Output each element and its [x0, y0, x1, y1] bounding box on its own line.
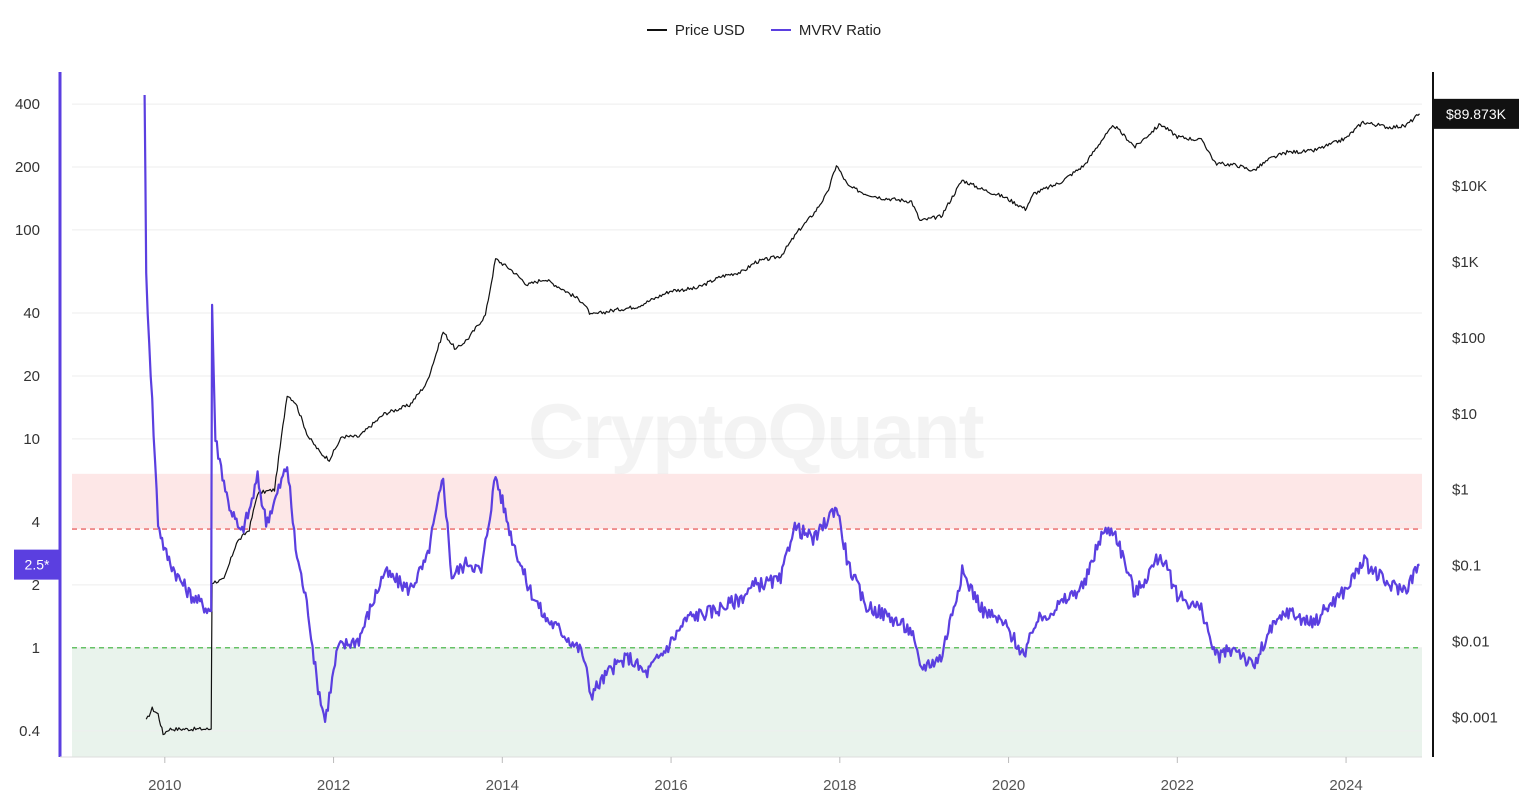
zone-band-0: [72, 473, 1422, 530]
left-tick-label-8: 1: [32, 640, 40, 657]
x-tick-label-4: 2018: [823, 777, 856, 794]
series-lines: [143, 94, 1420, 736]
x-tick-label-2: 2014: [486, 777, 519, 794]
left-tick-label-9: 0.4: [19, 723, 40, 740]
legend-swatch-mvrv: [770, 29, 791, 31]
left-tick-label-3: 40: [23, 305, 40, 322]
left-tick-label-2: 100: [15, 222, 40, 239]
price-current-label: $89.873K: [1446, 106, 1507, 122]
x-tick-label-0: 2010: [148, 777, 181, 794]
x-tick-label-7: 2024: [1329, 777, 1362, 794]
legend: Price USD MVRV Ratio: [0, 18, 1528, 42]
x-tick-label-6: 2022: [1161, 777, 1194, 794]
price-current-badge: [1433, 98, 1519, 129]
right-tick-label-4: $1: [1452, 482, 1469, 499]
x-tick-label-5: 2020: [992, 777, 1025, 794]
right-axis-ticks: $10K $1K $100 $10 $1 $0.1 $0.01 $0.001: [1452, 178, 1498, 726]
left-tick-label-1: 200: [15, 159, 40, 176]
mvrv-current-label: 2.5*: [25, 557, 50, 573]
left-tick-label-7: 2: [32, 577, 40, 594]
legend-item-mvrv[interactable]: MVRV Ratio: [770, 18, 882, 42]
right-tick-label-6: $0.01: [1452, 633, 1490, 650]
series-price-usd: [145, 113, 1420, 736]
watermark: CryptoQuant: [528, 386, 985, 477]
zone-band-1: [72, 647, 1422, 757]
right-tick-label-0: $10K: [1452, 178, 1487, 195]
left-tick-label-5: 10: [23, 431, 40, 448]
reference-lines: [72, 528, 1422, 649]
mvrv-current-badge: [14, 549, 60, 580]
x-tick-label-3: 2016: [654, 777, 687, 794]
legend-item-price[interactable]: Price USD: [646, 18, 745, 42]
right-tick-label-3: $10: [1452, 406, 1477, 423]
current-value-badges: 2.5* $89.873K: [14, 98, 1519, 580]
x-tick-label-1: 2012: [317, 777, 350, 794]
zone-bands: [72, 473, 1422, 757]
right-tick-label-5: $0.1: [1452, 558, 1481, 575]
right-tick-label-2: $100: [1452, 330, 1485, 347]
left-tick-label-4: 20: [23, 368, 40, 385]
axes: [58, 72, 1434, 758]
right-tick-label-1: $1K: [1452, 254, 1479, 271]
left-axis-ticks: 400 200 100 40 20 10 4 2 1 0.4: [15, 96, 40, 740]
grid-lines: [72, 103, 1422, 732]
legend-swatch-price: [646, 29, 667, 31]
legend-label-mvrv: MVRV Ratio: [798, 21, 882, 39]
legend-label-price: Price USD: [674, 21, 745, 39]
right-tick-label-7: $0.001: [1452, 709, 1498, 726]
left-tick-label-0: 400: [15, 96, 40, 113]
series-mvrv-ratio: [143, 94, 1420, 723]
left-tick-label-6: 4: [32, 514, 40, 531]
x-axis-ticks: 2010 2012 2014 2016 2018 2020 2022 2024: [148, 757, 1363, 794]
